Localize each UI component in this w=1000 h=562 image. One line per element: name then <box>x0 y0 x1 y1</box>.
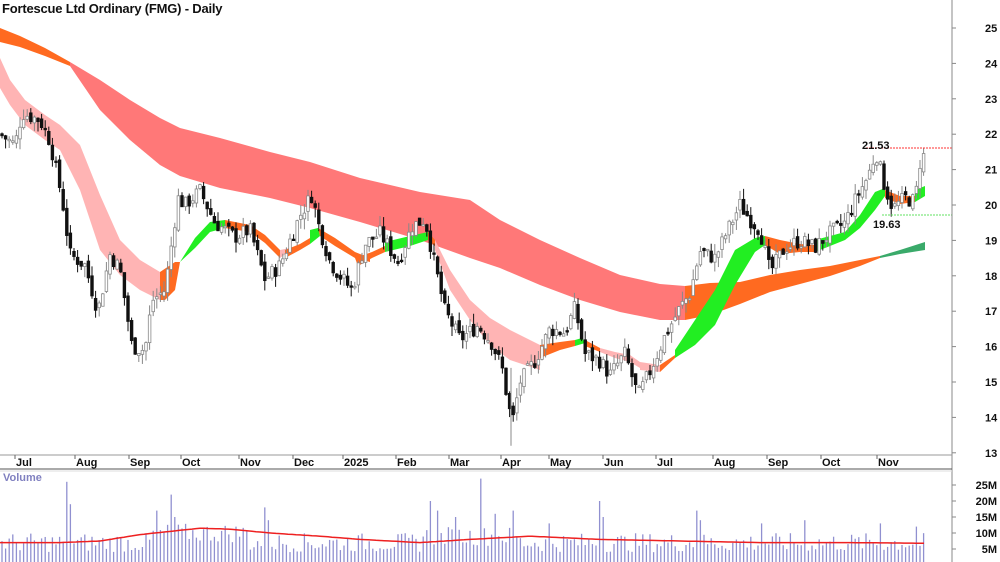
low-annotation: 19.63 <box>873 219 901 231</box>
date-tick-label: Apr <box>502 457 522 469</box>
date-tick-label: Aug <box>714 457 735 469</box>
long-term-mma-band <box>0 28 925 320</box>
date-tick-label: May <box>550 457 572 469</box>
date-tick-label: Aug <box>76 457 97 469</box>
price-tick-label: 19 <box>985 235 997 247</box>
date-tick-label: Oct <box>822 457 841 469</box>
date-tick-label: Jul <box>16 457 32 469</box>
price-tick-label: 24 <box>985 58 998 70</box>
price-tick-label: 13 <box>985 448 997 460</box>
volume-panel: 25M 20M 15M 10M 5M <box>0 470 997 562</box>
date-axis: Jul Aug Sep Oct Nov Dec 2025 Feb Mar Apr May Jun Jul… <box>0 454 952 470</box>
date-tick-label: 2025 <box>344 457 368 469</box>
price-tick-label: 15 <box>985 377 997 389</box>
price-tick-label: 14 <box>985 412 998 424</box>
date-tick-label: Sep <box>768 457 788 469</box>
date-tick-label: Jun <box>604 457 624 469</box>
date-tick-label: Dec <box>294 457 314 469</box>
date-tick-label: Nov <box>878 457 900 469</box>
high-annotation: 21.53 <box>862 140 890 152</box>
volume-axis: 25M 20M 15M 10M 5M <box>952 480 997 556</box>
price-tick-label: 21 <box>985 165 997 177</box>
date-tick-label: Oct <box>182 457 201 469</box>
price-tick-label: 22 <box>985 129 997 141</box>
price-axis: 25 24 23 22 21 20 19 18 17 16 15 14 13 <box>951 0 998 562</box>
date-tick-label: Nov <box>240 457 262 469</box>
volume-tick-label: 5M <box>982 544 997 556</box>
price-candles <box>0 108 926 446</box>
date-tick-label: Mar <box>450 457 470 469</box>
volume-tick-label: 10M <box>976 528 997 540</box>
price-tick-label: 18 <box>985 271 997 283</box>
price-tick-label: 25 <box>985 23 997 35</box>
price-tick-label: 23 <box>985 94 997 106</box>
date-tick-label: Jul <box>657 457 673 469</box>
volume-tick-label: 25M <box>976 480 997 492</box>
volume-label: Volume <box>3 472 42 484</box>
chart-title: Fortescue Ltd Ordinary (FMG) - Daily <box>2 1 223 16</box>
volume-moving-average <box>0 527 924 544</box>
date-tick-label: Sep <box>130 457 150 469</box>
price-tick-label: 17 <box>985 306 997 318</box>
volume-tick-label: 20M <box>976 496 997 508</box>
price-tick-label: 16 <box>985 342 997 354</box>
volume-tick-label: 15M <box>976 512 997 524</box>
volume-bars <box>1 478 925 562</box>
date-tick-label: Feb <box>397 457 417 469</box>
price-tick-label: 20 <box>985 200 997 212</box>
